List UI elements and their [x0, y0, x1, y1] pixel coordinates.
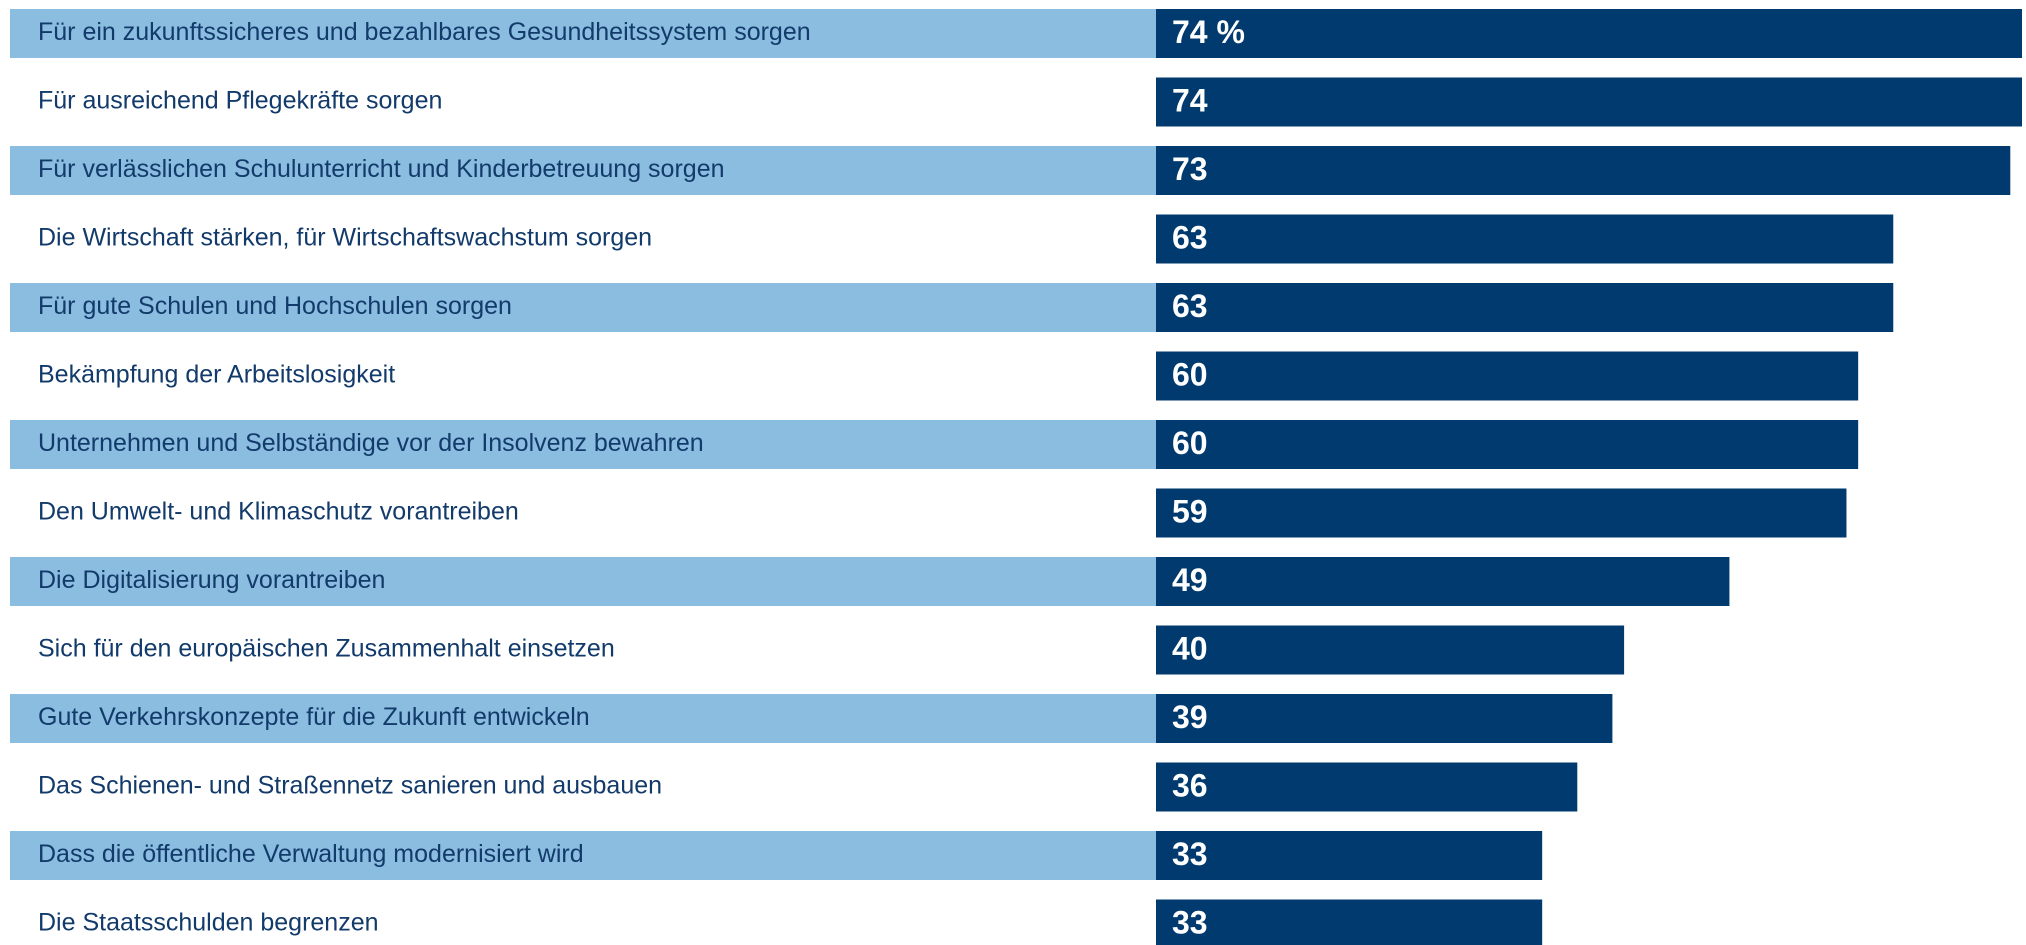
value-label: 63	[1172, 288, 1208, 324]
value-label: 40	[1172, 630, 1208, 666]
value-label: 49	[1172, 562, 1208, 598]
bar	[1156, 899, 1543, 945]
category-label: Dass die öffentliche Verwaltung modernis…	[38, 840, 584, 868]
value-label: 74	[1172, 82, 1208, 118]
row-band	[10, 9, 1156, 58]
bar	[1156, 214, 1894, 264]
category-label: Sich für den europäischen Zusammenhalt e…	[38, 635, 615, 663]
row-band	[10, 557, 1156, 606]
category-label: Unternehmen und Selbständige vor der Ins…	[38, 429, 704, 457]
row-band	[10, 283, 1156, 332]
bar	[1156, 557, 1730, 606]
category-label: Für ein zukunftssicheres und bezahlbares…	[38, 18, 811, 46]
value-label: 33	[1172, 904, 1208, 940]
value-label: 60	[1172, 425, 1208, 461]
value-label: 60	[1172, 356, 1208, 392]
bar	[1156, 488, 1847, 538]
bar	[1156, 420, 1859, 469]
value-label: 73	[1172, 151, 1208, 187]
bar	[1156, 625, 1625, 675]
category-label: Den Umwelt- und Klimaschutz vorantreiben	[38, 498, 519, 526]
category-label: Die Staatsschulden begrenzen	[38, 909, 379, 937]
value-label: 74 %	[1172, 14, 1245, 50]
value-label: 33	[1172, 836, 1208, 872]
category-label: Gute Verkehrskonzepte für die Zukunft en…	[38, 703, 590, 731]
bar	[1156, 77, 2022, 127]
bar	[1156, 283, 1894, 332]
category-label: Für ausreichend Pflegekräfte sorgen	[38, 87, 442, 115]
category-label: Für gute Schulen und Hochschulen sorgen	[38, 292, 512, 320]
category-label: Die Digitalisierung vorantreiben	[38, 566, 385, 594]
value-label: 59	[1172, 493, 1208, 529]
value-label: 63	[1172, 219, 1208, 255]
category-label: Bekämpfung der Arbeitslosigkeit	[38, 361, 395, 389]
bar	[1156, 146, 2011, 195]
category-label: Für verlässlichen Schulunterricht und Ki…	[38, 155, 725, 183]
row-band	[10, 831, 1156, 880]
value-label: 39	[1172, 699, 1208, 735]
bar	[1156, 694, 1613, 743]
value-label: 36	[1172, 767, 1208, 803]
category-label: Das Schienen- und Straßennetz sanieren u…	[38, 772, 662, 800]
bar	[1156, 351, 1859, 401]
row-band	[10, 146, 1156, 195]
bar	[1156, 9, 2022, 58]
category-label: Die Wirtschaft stärken, für Wirtschaftsw…	[38, 224, 652, 252]
row-band	[10, 420, 1156, 469]
bar	[1156, 831, 1543, 880]
bar	[1156, 762, 1578, 812]
row-band	[10, 694, 1156, 743]
